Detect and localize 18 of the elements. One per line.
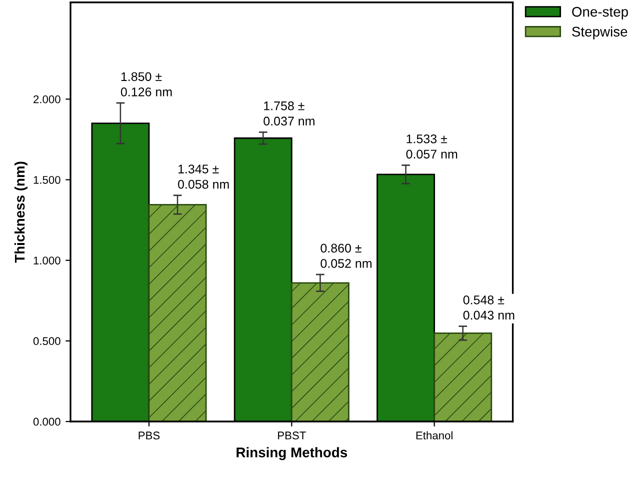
data-label: 1.850 ± 0.126 nm (120, 72, 172, 96)
y-tick-label: 1.000 (34, 256, 60, 264)
y-tick-label: 2.000 (34, 95, 60, 104)
data-label: 1.345 ± 0.058 nm (178, 164, 229, 189)
legend-label: Stepwise (572, 26, 628, 40)
legend-label: One-step (572, 6, 628, 20)
data-label: 0.548 ± 0.043 nm (463, 295, 514, 320)
y-axis-title: Thickness (nm) (14, 162, 28, 263)
y-tick-label: 1.500 (34, 176, 60, 184)
x-axis-title: Rinsing Methods (236, 447, 348, 460)
data-label: 0.860 ± 0.052 nm (320, 244, 372, 268)
data-label: 1.758 ± 0.037 nm (264, 101, 314, 126)
y-tick-label: 0.500 (33, 337, 60, 346)
x-tick-label: PBS (138, 432, 160, 440)
x-tick-label: PBST (278, 432, 306, 440)
y-tick-label: 0.000 (33, 418, 60, 426)
data-label: 1.533 ± 0.057 nm (406, 134, 458, 159)
x-tick-label: Ethanol (416, 431, 452, 440)
